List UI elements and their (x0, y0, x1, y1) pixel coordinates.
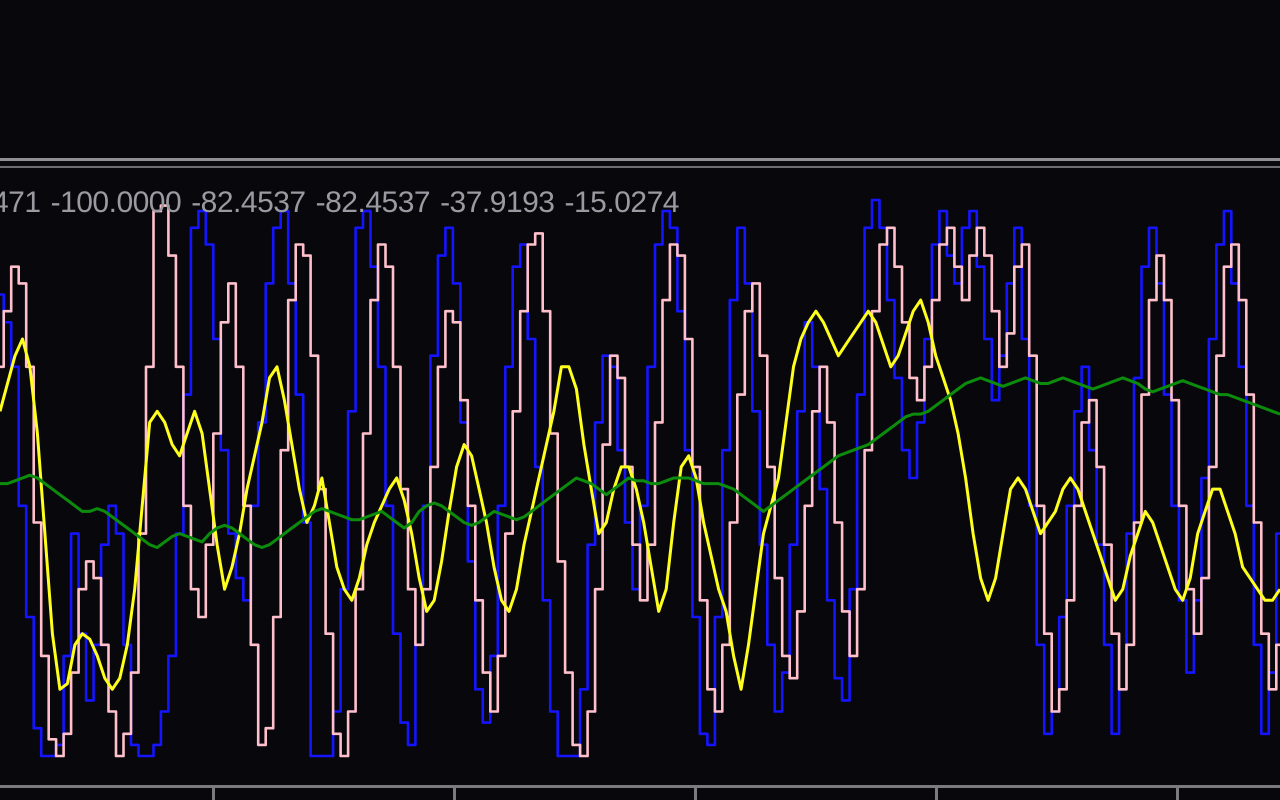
indicator-values-readout: 471 -100.0000 -82.4537 -82.4537 -37.9193 -15.… (0, 182, 689, 224)
readout-value-6: -15.0274 (564, 186, 680, 219)
readout-value-1: 471 (0, 186, 41, 219)
axis-tick (694, 788, 697, 800)
readout-value-2: -100.0000 (50, 186, 182, 219)
indicator-plot (0, 198, 1280, 758)
main-chart-area (0, 0, 1280, 158)
series-line-1 (0, 198, 1280, 758)
pane-separator[interactable] (0, 158, 1280, 168)
indicator-subwindow[interactable]: 471 -100.0000 -82.4537 -82.4537 -37.9193 -15.… (0, 168, 1280, 800)
axis-tick (935, 788, 938, 800)
axis-tick (212, 788, 215, 800)
series-line-4 (0, 376, 1280, 549)
readout-value-5: -37.9193 (440, 186, 555, 219)
readout-value-4: -82.4537 (315, 186, 431, 219)
readout-value-3: -82.4537 (191, 186, 306, 219)
time-axis (0, 785, 1280, 800)
series-line-3 (0, 298, 1280, 691)
axis-tick (1176, 788, 1179, 800)
series-line-2 (0, 204, 1280, 758)
axis-tick (453, 788, 456, 800)
